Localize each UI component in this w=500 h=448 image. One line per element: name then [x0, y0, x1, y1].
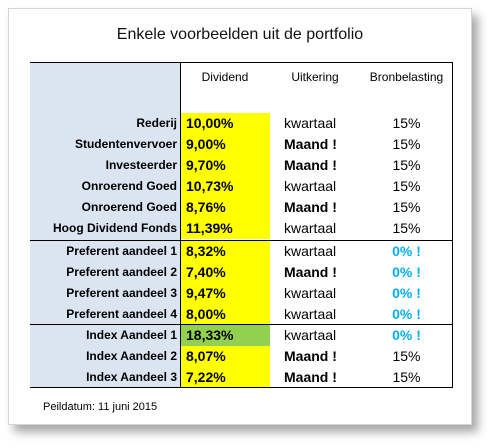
- bronbelasting-cell: 15%: [392, 220, 421, 236]
- uitkering-cell: Maand !: [284, 199, 337, 215]
- bronbelasting-cell: 0% !: [392, 306, 421, 322]
- row-label-text: Onroerend Goed: [81, 179, 177, 193]
- table-row: Hoog Dividend Fonds 11,39% kwartaal 15%: [30, 218, 453, 239]
- dividend-cell: 7,40%: [180, 262, 270, 283]
- bronbelasting-cell: 15%: [392, 369, 421, 385]
- dividend-cell: 8,07%: [180, 346, 270, 367]
- header-bronbelasting: Bronbelasting: [369, 70, 444, 84]
- bronbelasting-cell: 0% !: [392, 285, 421, 301]
- uitkering-cell: Maand !: [284, 369, 337, 385]
- row-label-text: Preferent aandeel 4: [66, 307, 177, 321]
- table-row: Studentenvervoer 9,00% Maand ! 15%: [30, 134, 453, 155]
- dividend-cell: 11,39%: [180, 218, 270, 239]
- portfolio-table: Dividend Uitkering Bronbelasting Rederij…: [30, 62, 453, 388]
- row-label-text: Onroerend Goed: [81, 200, 177, 214]
- table-row: Preferent aandeel 2 7,40% Maand ! 0% !: [30, 262, 453, 283]
- dividend-cell: 7,22%: [180, 367, 270, 388]
- bronbelasting-cell: 0% !: [392, 327, 421, 343]
- header-uitkering: Uitkering: [291, 70, 339, 84]
- row-label-text: Hoog Dividend Fonds: [53, 221, 177, 235]
- row-label: Preferent aandeel 4: [30, 304, 180, 325]
- row-label: Investeerder: [30, 155, 180, 176]
- row-label-text: Preferent aandeel 1: [66, 244, 177, 258]
- table-row: Preferent aandeel 3 9,47% kwartaal 0% !: [30, 283, 453, 304]
- row-label: Rederij: [30, 113, 180, 134]
- uitkering-cell: Maand !: [284, 264, 337, 280]
- row-label-text: Rederij: [136, 116, 177, 130]
- peildatum-note: Peildatum: 11 juni 2015: [43, 401, 158, 413]
- table-row: Index Aandeel 2 8,07% Maand ! 15%: [30, 346, 453, 367]
- table-row: Rederij 10,00% kwartaal 15%: [30, 113, 453, 134]
- bronbelasting-cell: 0% !: [392, 264, 421, 280]
- dividend-cell: 8,76%: [180, 197, 270, 218]
- row-label: Index Aandeel 3: [30, 367, 180, 388]
- uitkering-cell: kwartaal: [284, 306, 337, 322]
- row-label-text: Index Aandeel 2: [86, 349, 177, 363]
- table-row: Index Aandeel 3 7,22% Maand ! 15%: [30, 367, 453, 388]
- bronbelasting-cell: 15%: [392, 178, 421, 194]
- table-row: Preferent aandeel 1 8,32% kwartaal 0% !: [30, 241, 453, 262]
- row-label-text: Preferent aandeel 2: [66, 265, 177, 279]
- row-label: Onroerend Goed: [30, 197, 180, 218]
- bronbelasting-cell: 15%: [392, 199, 421, 215]
- row-label: Index Aandeel 1: [30, 325, 180, 346]
- row-label-text: Index Aandeel 1: [86, 328, 177, 342]
- table-row: Investeerder 9,70% Maand ! 15%: [30, 155, 453, 176]
- dividend-cell: 8,32%: [180, 241, 270, 262]
- table-row: Preferent aandeel 4 8,00% kwartaal 0% !: [30, 304, 453, 325]
- dividend-cell: 9,70%: [180, 155, 270, 176]
- dividend-cell: 18,33%: [180, 325, 270, 346]
- row-label: Preferent aandeel 3: [30, 283, 180, 304]
- uitkering-cell: kwartaal: [284, 115, 337, 131]
- uitkering-cell: kwartaal: [284, 178, 337, 194]
- bronbelasting-cell: 15%: [392, 115, 421, 131]
- row-label-text: Investeerder: [105, 158, 177, 172]
- bronbelasting-cell: 15%: [392, 348, 421, 364]
- table-header-row: Dividend Uitkering Bronbelasting: [30, 67, 453, 88]
- row-label: Preferent aandeel 1: [30, 241, 180, 262]
- bronbelasting-cell: 15%: [392, 136, 421, 152]
- row-label-text: Preferent aandeel 3: [66, 286, 177, 300]
- dividend-cell: 8,00%: [180, 304, 270, 325]
- group-divider: [30, 324, 453, 325]
- row-label-text: Studentenvervoer: [74, 137, 177, 151]
- bronbelasting-cell: 15%: [392, 157, 421, 173]
- page-title: Enkele voorbeelden uit de portfolio: [116, 26, 364, 43]
- table-row: Onroerend Goed 10,73% kwartaal 15%: [30, 176, 453, 197]
- table-bottom-border: [30, 387, 453, 388]
- uitkering-cell: Maand !: [284, 136, 337, 152]
- uitkering-cell: kwartaal: [284, 220, 337, 236]
- header-dividend: Dividend: [180, 67, 270, 88]
- uitkering-cell: Maand !: [284, 348, 337, 364]
- dividend-cell: 10,00%: [180, 113, 270, 134]
- bronbelasting-cell: 0% !: [392, 243, 421, 259]
- portfolio-card: Enkele voorbeelden uit de portfolio Divi…: [8, 8, 472, 425]
- uitkering-cell: kwartaal: [284, 327, 337, 343]
- dividend-cell: 10,73%: [180, 176, 270, 197]
- uitkering-cell: kwartaal: [284, 285, 337, 301]
- table-right-border: [452, 63, 453, 388]
- dividend-cell: 9,47%: [180, 283, 270, 304]
- dividend-cell: 9,00%: [180, 134, 270, 155]
- row-label: Hoog Dividend Fonds: [30, 218, 180, 239]
- uitkering-cell: kwartaal: [284, 243, 337, 259]
- table-row: Onroerend Goed 8,76% Maand ! 15%: [30, 197, 453, 218]
- row-label: Studentenvervoer: [30, 134, 180, 155]
- group-divider: [30, 240, 453, 241]
- row-label: Index Aandeel 2: [30, 346, 180, 367]
- row-label: Preferent aandeel 2: [30, 262, 180, 283]
- row-label: Onroerend Goed: [30, 176, 180, 197]
- column-divider: [180, 63, 181, 388]
- table-row: Index Aandeel 1 18,33% kwartaal 0% !: [30, 325, 453, 346]
- row-label-text: Index Aandeel 3: [86, 370, 177, 384]
- uitkering-cell: Maand !: [284, 157, 337, 173]
